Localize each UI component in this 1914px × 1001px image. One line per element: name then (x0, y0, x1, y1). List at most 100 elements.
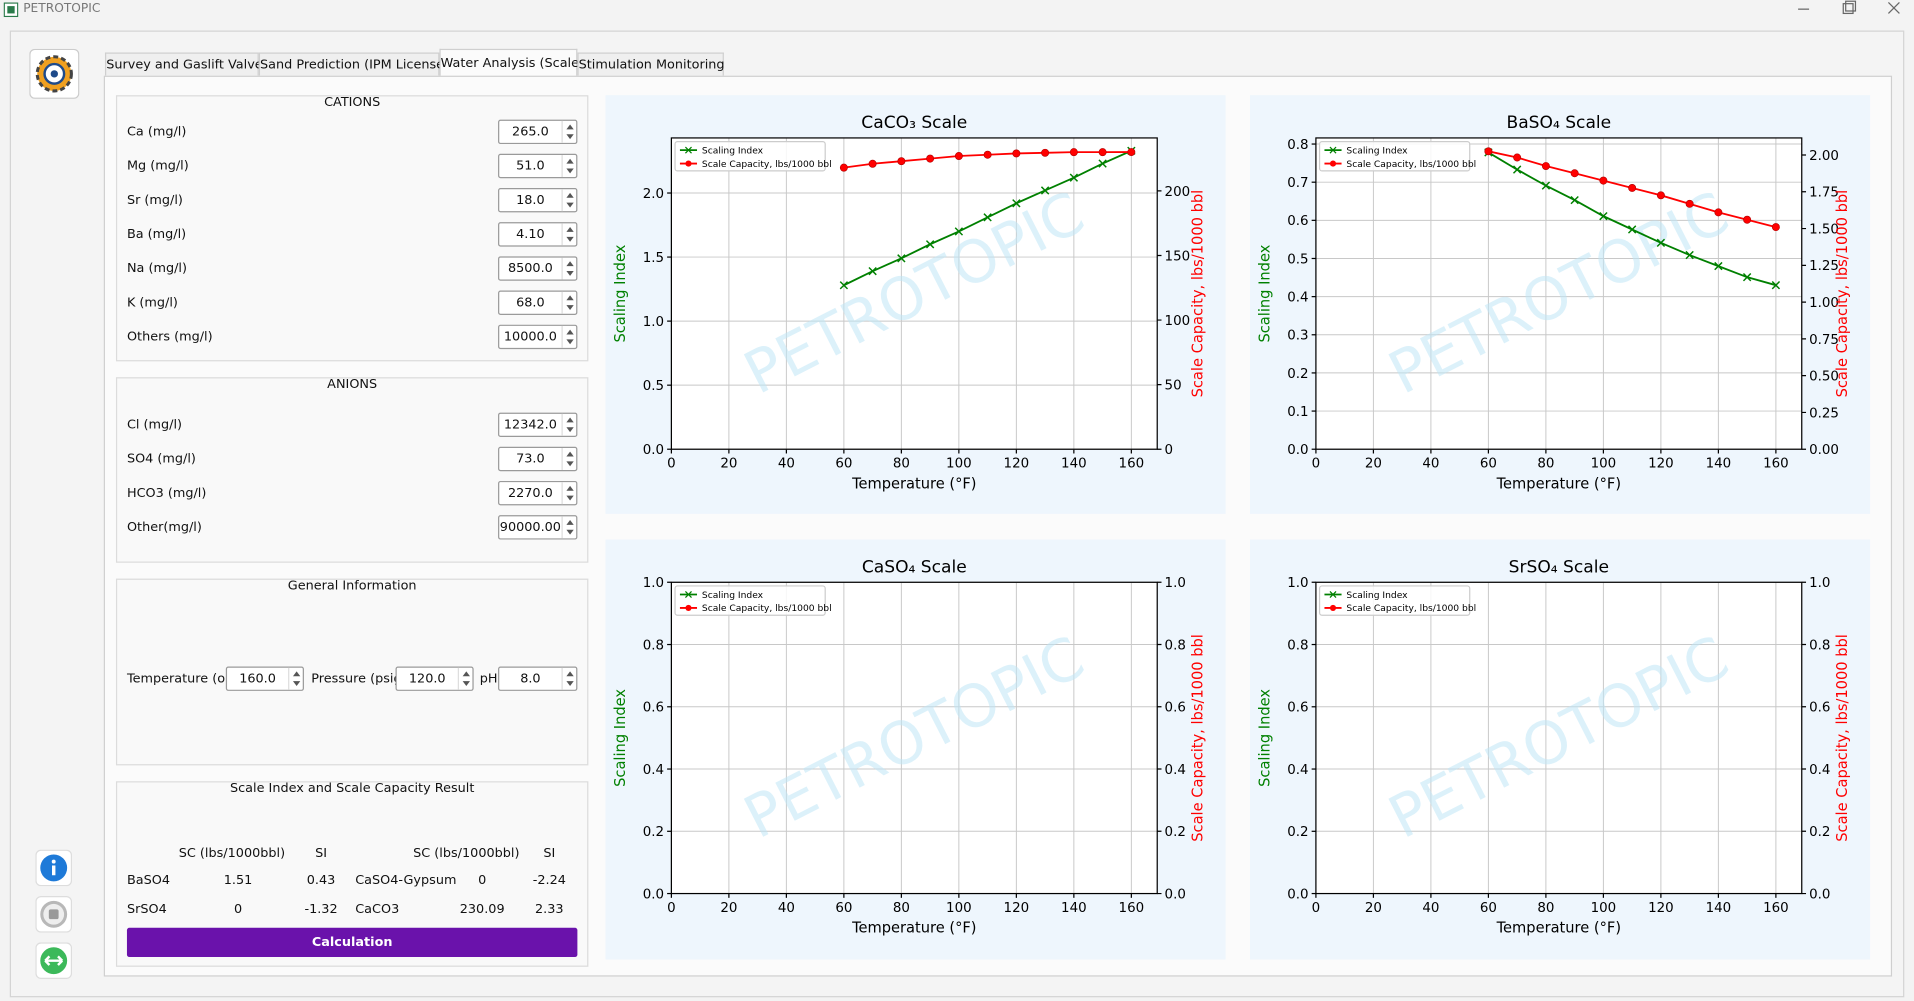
spin-value: 10000.0 (503, 329, 557, 345)
spin-box[interactable]: 12342.0 (498, 412, 578, 438)
spin-box[interactable]: 4.10 (498, 222, 578, 247)
y2-tick-label: 0.4 (1809, 763, 1830, 778)
spin-arrows (561, 516, 577, 539)
spin-up (566, 451, 574, 457)
tab[interactable]: Water Analysis (Scale) (439, 48, 584, 77)
point (1040, 186, 1050, 195)
point (1041, 148, 1050, 157)
spin-down (566, 427, 574, 433)
result-cell: -2.24 (532, 872, 566, 888)
spin-value: 51.0 (516, 158, 545, 174)
chart-title: SrSO₄ Scale (1509, 558, 1609, 578)
point (1513, 153, 1522, 162)
spin-arrows (561, 223, 577, 246)
x-tick-label: 0 (667, 457, 676, 472)
legend-box (1318, 140, 1471, 172)
field-label: Na (mg/l) (126, 261, 187, 276)
x-tick-label: 160 (1763, 901, 1789, 916)
y2-tick-label: 0.75 (1809, 333, 1839, 348)
spin-down (566, 270, 574, 276)
legend-marker (685, 604, 692, 611)
spin-down (462, 681, 470, 687)
x-tick-label: 100 (1591, 457, 1617, 472)
field-label: Temperature (oF) (126, 671, 238, 687)
spin-arrows (561, 120, 577, 143)
spin-box[interactable]: 68.0 (498, 290, 578, 315)
y-tick-label: 0.8 (1287, 138, 1308, 153)
spin-arrows (561, 447, 577, 470)
spin-box[interactable]: 2270.0 (498, 480, 578, 506)
x-tick-label: 140 (1061, 457, 1087, 472)
x-tick-label: 100 (946, 901, 972, 916)
chart-title: CaCO₃ Scale (861, 113, 967, 133)
point (925, 240, 935, 249)
result-cell: CaSO4-Gypsum (355, 872, 457, 888)
y2-tick-label: 1.0 (1165, 576, 1186, 591)
spin-box[interactable]: 90000.00 (498, 515, 578, 540)
point (1656, 191, 1665, 200)
x-tick-label: 100 (1591, 901, 1617, 916)
point (1599, 176, 1608, 185)
stop-button[interactable] (35, 895, 73, 933)
field-label: Other(mg/l) (126, 520, 202, 535)
point (1127, 148, 1136, 156)
x-tick-label: 20 (720, 457, 737, 472)
spin-down (566, 168, 574, 174)
x-tick-label: 140 (1706, 457, 1732, 472)
x-tick-label: 160 (1119, 901, 1145, 916)
y2-tick-label: 50 (1165, 379, 1182, 394)
window-controls[interactable] (1792, 0, 1914, 20)
spin-down (566, 339, 574, 345)
y-tick-label: 0.0 (643, 887, 664, 902)
calculation-button[interactable]: Calculation (126, 927, 578, 958)
y2-tick-label: 0.8 (1165, 638, 1186, 653)
point (897, 157, 906, 166)
spin-arrows (561, 155, 577, 178)
spin-box[interactable]: 73.0 (498, 446, 578, 472)
plot-frame (1315, 581, 1803, 895)
point (926, 154, 935, 163)
tab[interactable]: Stimulation Monitoring (577, 52, 725, 76)
result-cell: SrSO4 (126, 902, 167, 917)
x-tick-label: 80 (1537, 457, 1554, 472)
spin-box[interactable]: 51.0 (498, 153, 578, 179)
tab[interactable]: Survey and Gaslift Valves (104, 52, 269, 76)
spin-down (292, 681, 301, 687)
spin-box[interactable]: 10000.0 (498, 324, 578, 350)
field-label: Cl (mg/l) (126, 417, 183, 433)
y2-tick-label: 100 (1165, 314, 1191, 329)
x-tick-label: 20 (1365, 457, 1382, 472)
chart-panel: 0 20 40 60 80 100 120 140 160 0.0 0.2 0.4 0.6 0.8 1.0 0… (605, 539, 1226, 960)
legend-label: Scaling Index (702, 591, 764, 601)
spin-box[interactable]: 120.0 (395, 666, 474, 691)
tab[interactable]: Sand Prediction (IPM License) (258, 52, 449, 76)
y2-tick-label: 1.75 (1809, 186, 1839, 201)
y-tick-label: 1.0 (643, 576, 664, 591)
y2-tick-label: 0.2 (1165, 825, 1186, 840)
y-axis-label: Scaling Index (612, 244, 629, 342)
y2-tick-label: 1.25 (1809, 259, 1839, 274)
legend-marker (1329, 160, 1337, 167)
point (1570, 169, 1579, 178)
spin-box[interactable]: 265.0 (498, 119, 578, 145)
info-button[interactable] (35, 849, 73, 887)
spin-value: 2270.0 (507, 485, 553, 501)
point (868, 159, 877, 168)
spin-box[interactable]: 18.0 (498, 187, 578, 213)
spin-box[interactable]: 8500.0 (498, 256, 578, 281)
point (1541, 181, 1551, 190)
spin-box[interactable]: 160.0 (225, 666, 304, 691)
spin-down (566, 461, 574, 467)
chart-title: CaSO₄ Scale (862, 558, 967, 578)
y2-tick-label: 0.6 (1809, 701, 1830, 716)
y2-axis-label: Scale Capacity, lbs/1000 bbl (1834, 634, 1851, 842)
field-label: Ca (mg/l) (126, 124, 187, 140)
switch-button[interactable] (35, 942, 73, 979)
point (1742, 272, 1752, 282)
spin-up (566, 261, 574, 267)
y-tick-label: 0.4 (643, 763, 664, 778)
spin-value: 18.0 (516, 192, 545, 208)
x-tick-label: 120 (1648, 901, 1674, 916)
spin-box[interactable]: 8.0 (498, 666, 578, 691)
